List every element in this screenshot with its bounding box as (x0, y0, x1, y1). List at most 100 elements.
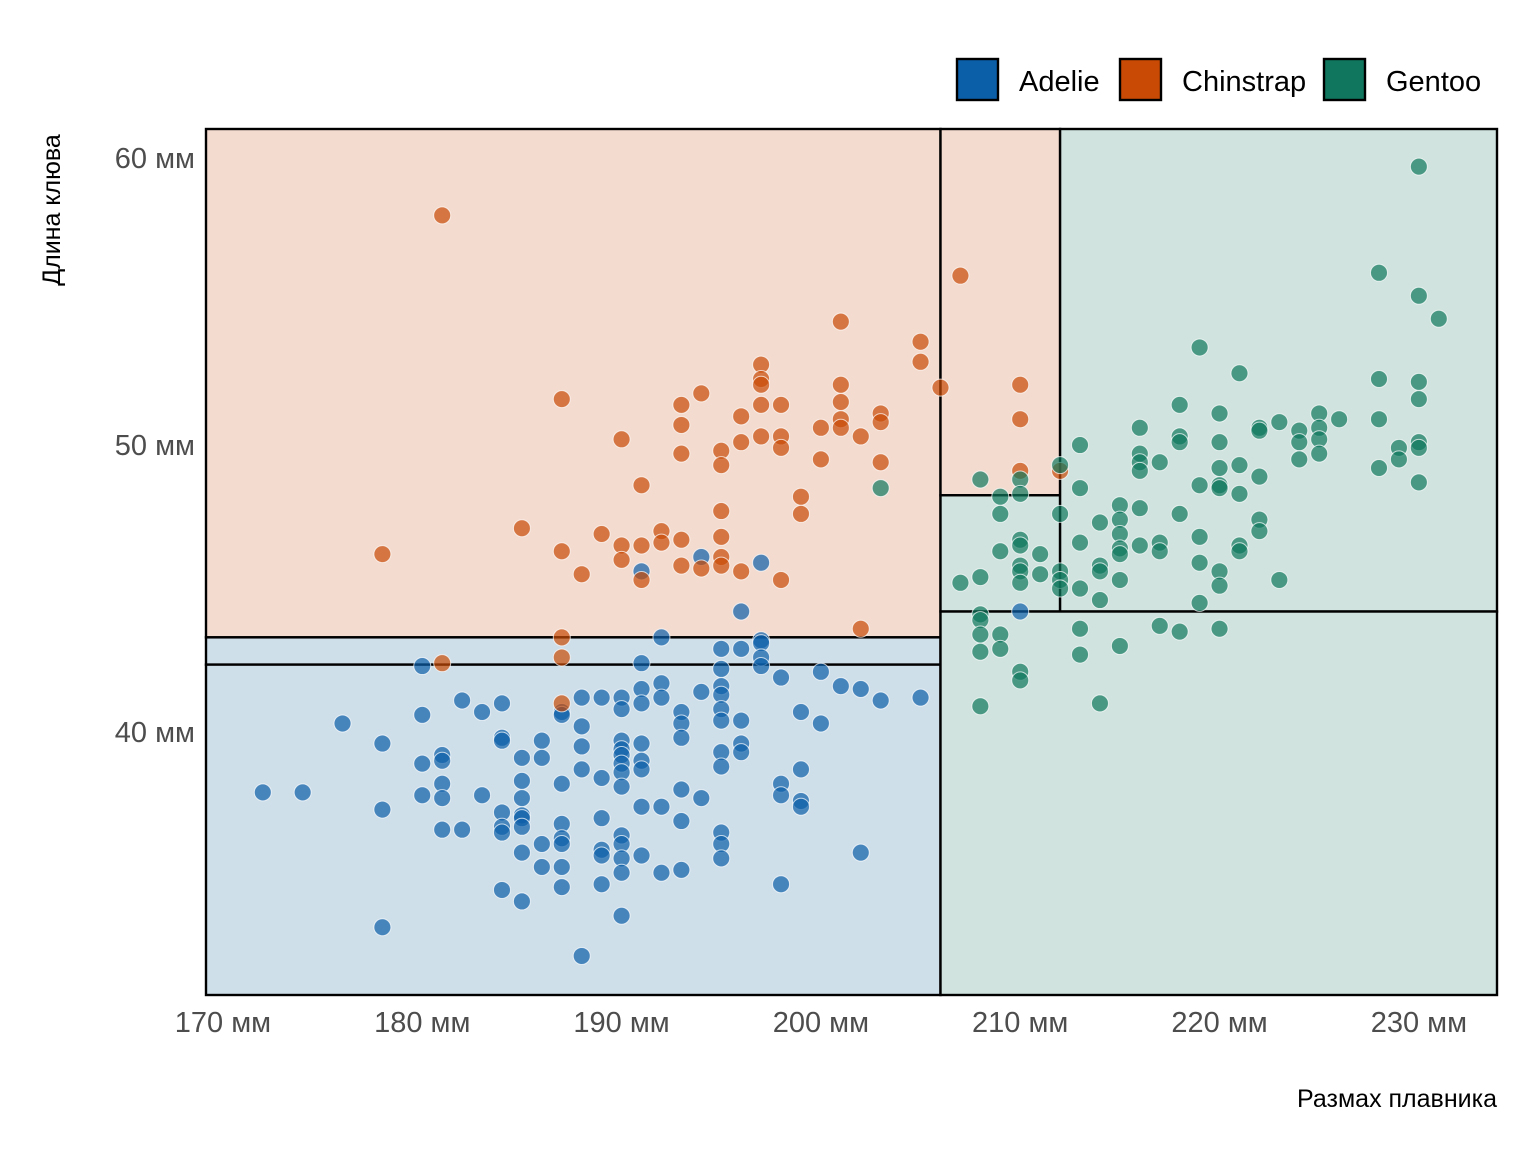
point-gentoo (1409, 157, 1428, 176)
y-tick-label: 50 мм (115, 430, 195, 462)
x-tick-label: 180 мм (374, 1007, 470, 1039)
point-gentoo (991, 542, 1010, 561)
point-adelie (532, 835, 551, 854)
point-adelie (572, 737, 591, 756)
point-chinstrap (931, 378, 950, 397)
point-adelie (433, 751, 452, 770)
point-chinstrap (373, 545, 392, 564)
point-adelie (851, 843, 870, 862)
point-adelie (772, 668, 791, 687)
point-chinstrap (791, 487, 810, 506)
point-chinstrap (632, 536, 651, 555)
plot-frame (205, 128, 1498, 996)
point-gentoo (1051, 579, 1070, 598)
point-chinstrap (433, 654, 452, 673)
point-chinstrap (831, 418, 850, 437)
point-adelie (632, 846, 651, 865)
point-adelie (473, 786, 492, 805)
point-gentoo (1130, 499, 1149, 518)
point-gentoo (1210, 433, 1229, 452)
point-chinstrap (811, 450, 830, 469)
y-tick-label: 40 мм (115, 717, 195, 749)
point-adelie (293, 783, 312, 802)
legend-item-adelie: Adelie (955, 57, 1100, 102)
point-adelie (612, 863, 631, 882)
point-adelie (772, 875, 791, 894)
point-chinstrap (791, 504, 810, 523)
region-adelie (204, 636, 942, 666)
point-adelie (811, 714, 830, 733)
point-adelie (632, 654, 651, 673)
point-chinstrap (552, 628, 571, 647)
point-gentoo (1370, 410, 1389, 429)
point-chinstrap (672, 530, 691, 549)
point-adelie (652, 863, 671, 882)
legend-swatch (955, 57, 1000, 102)
x-tick-label: 200 мм (773, 1007, 869, 1039)
data-points (253, 157, 1448, 965)
point-adelie (373, 918, 392, 937)
point-adelie (692, 789, 711, 808)
point-chinstrap (871, 413, 890, 432)
point-gentoo (1330, 410, 1349, 429)
point-chinstrap (911, 332, 930, 351)
point-adelie (532, 748, 551, 767)
point-gentoo (951, 573, 970, 592)
point-chinstrap (712, 527, 731, 546)
point-adelie (512, 789, 531, 808)
point-adelie (532, 731, 551, 750)
point-chinstrap (1011, 410, 1030, 429)
point-gentoo (1210, 479, 1229, 498)
point-gentoo (1270, 413, 1289, 432)
legend-swatch (1118, 57, 1163, 102)
point-chinstrap (592, 525, 611, 544)
point-gentoo (1370, 458, 1389, 477)
legend-label: Adelie (1019, 66, 1100, 98)
point-adelie (512, 748, 531, 767)
point-gentoo (1310, 444, 1329, 463)
point-adelie (572, 760, 591, 779)
point-gentoo (1031, 545, 1050, 564)
point-gentoo (1130, 418, 1149, 437)
point-chinstrap (951, 266, 970, 285)
point-adelie (433, 820, 452, 839)
point-gentoo (1090, 562, 1109, 581)
point-adelie (652, 688, 671, 707)
point-adelie (413, 705, 432, 724)
point-gentoo (1130, 461, 1149, 480)
point-adelie (492, 880, 511, 899)
point-adelie (612, 906, 631, 925)
point-gentoo (1090, 513, 1109, 532)
point-gentoo (1370, 263, 1389, 282)
point-gentoo (1190, 338, 1209, 357)
point-adelie (552, 835, 571, 854)
point-adelie (572, 717, 591, 736)
point-gentoo (1210, 576, 1229, 595)
point-adelie (732, 711, 751, 730)
point-adelie (732, 602, 751, 621)
point-chinstrap (672, 556, 691, 575)
point-adelie (592, 846, 611, 865)
region-gentoo (939, 610, 1499, 997)
point-adelie (333, 714, 352, 733)
x-tick-label: 190 мм (573, 1007, 669, 1039)
point-adelie (492, 694, 511, 713)
point-chinstrap (831, 392, 850, 411)
point-adelie (413, 657, 432, 676)
point-gentoo (1150, 542, 1169, 561)
point-gentoo (1011, 536, 1030, 555)
point-gentoo (991, 504, 1010, 523)
point-adelie (492, 731, 511, 750)
point-adelie (791, 702, 810, 721)
point-gentoo (1011, 573, 1030, 592)
point-adelie (552, 857, 571, 876)
legend: Adelie Chinstrap Gentoo (955, 57, 1481, 102)
point-adelie (612, 700, 631, 719)
point-adelie (752, 657, 771, 676)
point-gentoo (1110, 545, 1129, 564)
point-gentoo (1190, 553, 1209, 572)
point-gentoo (1210, 619, 1229, 638)
x-axis-ticks: 170 мм 180 мм 190 мм 200 мм 210 мм 220 мм 230 … (175, 1007, 1467, 1039)
point-gentoo (971, 625, 990, 644)
point-adelie (253, 783, 272, 802)
